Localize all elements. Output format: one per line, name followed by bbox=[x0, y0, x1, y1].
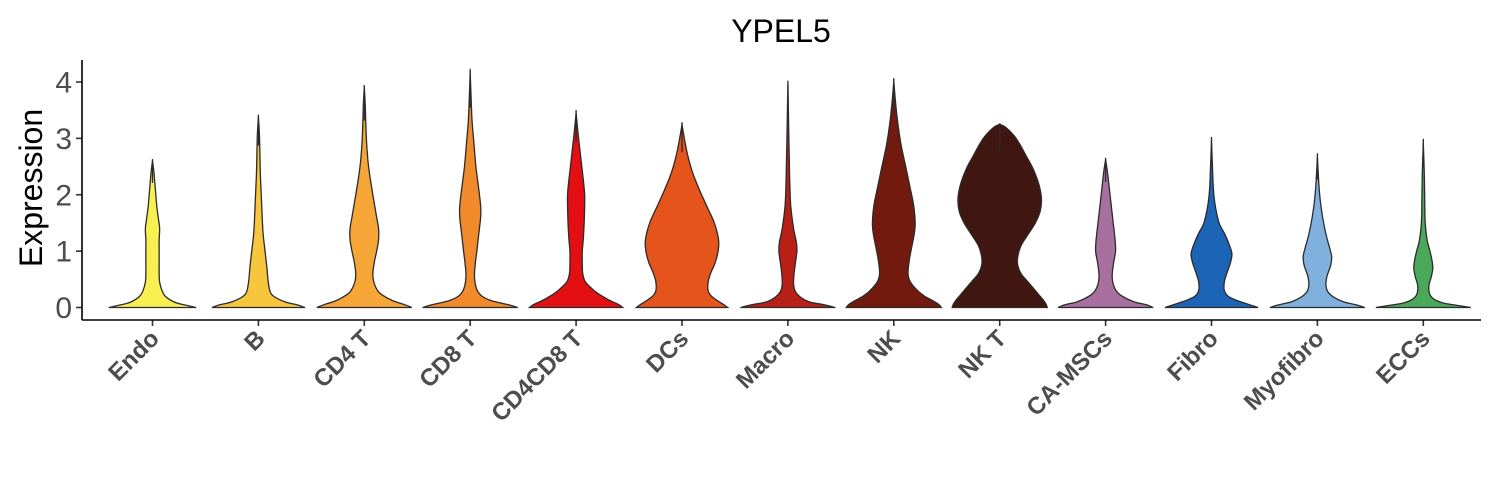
violin-myofibro bbox=[1269, 153, 1366, 309]
violin-endo bbox=[108, 158, 197, 309]
x-tick-label: B bbox=[239, 325, 270, 356]
x-tick-label: Fibro bbox=[1162, 325, 1224, 387]
violin-cd4-t bbox=[316, 84, 413, 309]
violin-eccs bbox=[1375, 138, 1471, 309]
y-axis-ticks: 0 1 2 3 4 bbox=[55, 67, 82, 325]
x-tick-label: CD4CD8 T bbox=[486, 325, 588, 427]
x-tick-label: Macro bbox=[731, 325, 800, 394]
violin-nk-t bbox=[951, 123, 1049, 309]
x-tick-label: DCs bbox=[641, 325, 694, 378]
x-tick-label: ECCs bbox=[1371, 325, 1435, 389]
y-tick-label: 0 bbox=[55, 292, 72, 325]
y-tick-label: 2 bbox=[55, 179, 72, 212]
x-tick-label: CA-MSCs bbox=[1021, 325, 1117, 421]
violin-dcs bbox=[634, 122, 730, 309]
violin-macro bbox=[740, 80, 836, 309]
violin-ca-mscs bbox=[1057, 157, 1154, 309]
violin-cd8-t bbox=[422, 68, 518, 309]
violin-group bbox=[108, 68, 1471, 309]
y-axis-label: Expression bbox=[13, 109, 49, 267]
y-tick-label: 3 bbox=[55, 123, 72, 156]
violin-fibro bbox=[1164, 136, 1259, 309]
violin-nk bbox=[844, 77, 943, 309]
x-tick-label: NK T bbox=[953, 325, 1012, 384]
chart-title: YPEL5 bbox=[731, 13, 831, 49]
x-tick-label: CD4 T bbox=[308, 325, 376, 393]
x-tick-label: NK bbox=[862, 325, 906, 369]
x-tick-label: Endo bbox=[103, 325, 165, 387]
violin-b bbox=[211, 114, 306, 309]
y-tick-label: 4 bbox=[55, 67, 72, 100]
violin-cd4cd8-t bbox=[527, 109, 625, 309]
x-axis-ticks: Endo B CD4 T CD8 T CD4CD8 T DCs Macro NK NK T CA-… bbox=[103, 320, 1436, 427]
x-tick-label: CD8 T bbox=[414, 325, 482, 393]
y-tick-label: 1 bbox=[55, 236, 72, 269]
x-tick-label: Myofibro bbox=[1239, 325, 1330, 416]
